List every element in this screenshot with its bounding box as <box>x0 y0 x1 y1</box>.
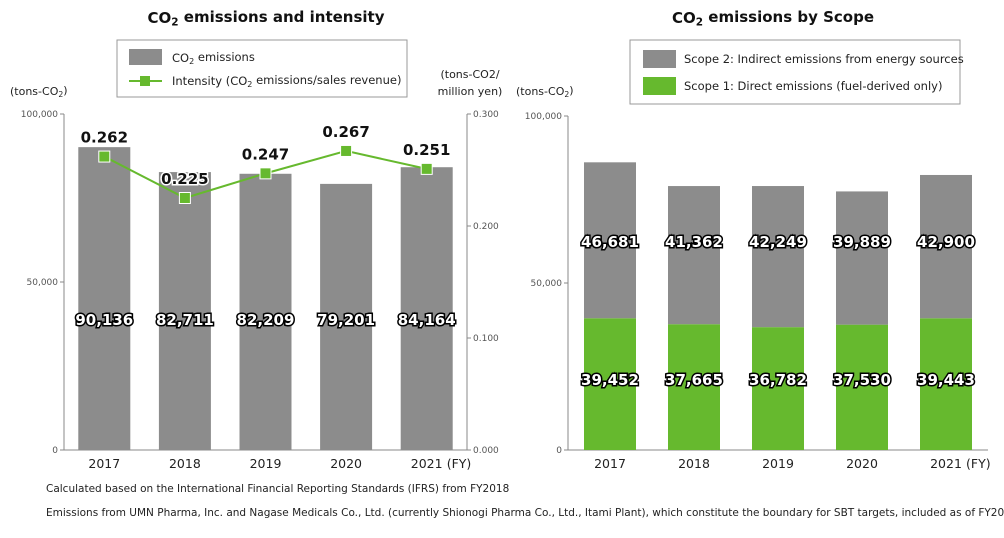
chart1-bar <box>400 167 453 450</box>
chart1-bar <box>239 173 292 450</box>
chart2-y-unit: (tons-CO2) <box>516 84 574 99</box>
chart2-scope2-label: 42,249 <box>749 233 807 251</box>
chart2-x-tick-label: 2020 <box>846 456 878 471</box>
chart2-scope2-label: 42,900 <box>917 233 975 251</box>
chart2-y-tick-label: 0 <box>556 446 562 456</box>
chart2-bar-scope1 <box>836 324 888 450</box>
chart2-bar-scope2 <box>668 186 720 325</box>
chart2-y-tick-label: 100,000 <box>525 112 562 122</box>
chart1-legend-swatch-emissions <box>129 49 162 65</box>
chart2-bar-scope2 <box>920 174 972 319</box>
chart2-legend-swatch-scope1 <box>643 77 676 95</box>
chart1-bar-label: 90,136 <box>75 311 133 329</box>
chart1-bar <box>78 147 131 450</box>
chart1-legend-box <box>116 39 408 98</box>
chart1-x-tick-label: 2021 <box>411 456 443 471</box>
chart1-intensity-point <box>98 150 111 163</box>
sbt-boundary-note: Emissions from UMN Pharma, Inc. and Naga… <box>46 507 1004 519</box>
chart2-scope1-label: 37,665 <box>665 371 723 389</box>
chart2-x-suffix: (FY) <box>966 456 991 471</box>
chart2-scope1-label: 37,530 <box>833 371 891 389</box>
chart1-bar <box>158 172 211 450</box>
chart1-intensity-label: 0.247 <box>242 145 289 163</box>
chart1-y2-tick-label: 0.300 <box>473 110 499 120</box>
chart2-x-tick-label: 2021 <box>930 456 962 471</box>
ifrs-note: Calculated based on the International Fi… <box>46 483 510 495</box>
chart1-intensity-point <box>420 162 433 175</box>
chart2-scope2-label: 41,362 <box>665 233 723 251</box>
chart1-bar-label: 79,201 <box>317 311 375 329</box>
chart1-title: CO2 emissions and intensity <box>148 8 385 29</box>
chart2-bar-scope1 <box>584 318 636 450</box>
chart1-y2-tick-label: 0.200 <box>473 222 499 232</box>
chart2-scope1-label: 39,443 <box>917 371 975 389</box>
chart1-legend-swatch-intensity <box>140 76 150 86</box>
chart2-scope1-label: 39,452 <box>581 371 639 389</box>
chart2-x-tick-label: 2019 <box>762 456 794 471</box>
chart1-legend-emissions: CO2 emissions <box>172 50 255 66</box>
chart1-bar-label: 82,711 <box>156 311 214 329</box>
chart2-bar-scope1 <box>752 327 804 450</box>
chart1-intensity-label: 0.251 <box>403 141 450 159</box>
chart2-bar-scope2 <box>836 191 888 325</box>
chart1-legend-intensity: Intensity (CO2 emissions/sales revenue) <box>172 73 401 89</box>
chart1-x-tick-label: 2018 <box>169 456 201 471</box>
chart2-legend-swatch-scope2 <box>643 50 676 68</box>
chart1-bar-label: 82,209 <box>237 311 295 329</box>
chart2-scope2-label: 39,889 <box>833 233 891 251</box>
chart1-bar <box>320 183 373 450</box>
chart1-intensity-label: 0.262 <box>81 129 128 147</box>
chart2-legend-scope1: Scope 1: Direct emissions (fuel-derived … <box>684 79 942 93</box>
chart1-y-tick-label: 100,000 <box>21 110 58 120</box>
chart1-intensity-point <box>259 167 272 180</box>
chart2-legend-scope2: Scope 2: Indirect emissions from energy … <box>684 52 964 66</box>
chart1-x-tick-label: 2019 <box>250 456 282 471</box>
chart1-x-tick-label: 2017 <box>88 456 120 471</box>
chart1-x-suffix: (FY) <box>447 456 472 471</box>
chart2-bar-scope2 <box>752 186 804 328</box>
chart1-y2-tick-label: 0.100 <box>473 334 499 344</box>
chart1-y2-unit: million yen) <box>438 85 503 98</box>
chart1-intensity-point <box>178 192 191 204</box>
chart1-y2-unit: (tons-CO2/ <box>440 68 499 81</box>
chart2-x-tick-label: 2018 <box>678 456 710 471</box>
chart1-y-tick-label: 0 <box>52 446 58 456</box>
chart1-intensity-label: 0.225 <box>161 170 208 188</box>
chart1-bar-label: 84,164 <box>398 311 456 329</box>
chart1-y-tick-label: 50,000 <box>27 278 59 288</box>
chart1-intensity-label: 0.267 <box>322 123 369 141</box>
chart2-y-tick-label: 50,000 <box>531 279 563 289</box>
chart1-y-unit: (tons-CO2) <box>10 84 68 99</box>
chart2-bar-scope1 <box>668 324 720 450</box>
chart2-bar-scope2 <box>584 162 636 319</box>
chart1-y2-tick-label: 0.000 <box>473 446 499 456</box>
chart2-legend-box <box>629 39 961 105</box>
chart2-scope1-label: 36,782 <box>749 371 807 389</box>
chart1-intensity-point <box>340 144 353 157</box>
chart2-bar-scope1 <box>920 318 972 450</box>
chart2-title: CO2 emissions by Scope <box>672 8 874 29</box>
chart2-x-tick-label: 2017 <box>594 456 626 471</box>
chart2-scope2-label: 46,681 <box>581 233 639 251</box>
chart1-x-tick-label: 2020 <box>330 456 362 471</box>
